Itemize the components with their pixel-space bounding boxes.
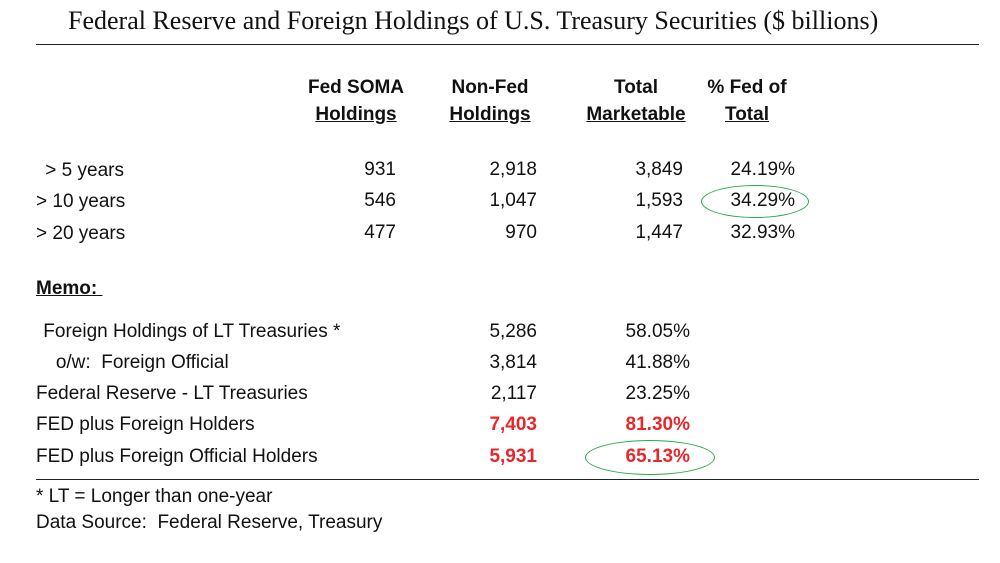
row-fed-value: 546 [364,190,396,211]
row-total-value: 3,849 [635,159,683,180]
row-label: > 5 years [40,160,124,181]
row-fed-value: 477 [364,222,396,243]
header-total-line1: Total [614,77,658,98]
header-pct-fed-line1: % Fed of [707,77,787,98]
memo-row-pct: 58.05% [625,321,690,342]
row-fed-value: 931 [364,159,396,180]
memo-row-label: o/w: Foreign Official [40,352,229,373]
header-fed-soma-line2: Holdings [315,104,397,125]
memo-row-label: FED plus Foreign Holders [36,414,255,435]
header-non-fed: Non-Fed Holdings [434,74,546,128]
memo-row-label: Foreign Holdings of LT Treasuries * [38,321,341,342]
memo-row-value: 7,403 [489,414,537,435]
title-rule [36,44,979,45]
row-total-value: 1,447 [635,222,683,243]
memo-row-pct: 23.25% [625,383,690,404]
memo-row-pct: 41.88% [625,352,690,373]
memo-row-value: 5,286 [489,321,537,342]
header-fed-soma: Fed SOMA Holdings [298,74,414,128]
memo-row-label: FED plus Foreign Official Holders [36,446,318,467]
memo-row-value: 5,931 [489,446,537,467]
memo-heading: Memo: [36,278,103,299]
header-non-fed-line2: Holdings [449,104,531,125]
memo-row-value: 3,814 [489,352,537,373]
memo-row-value: 2,117 [490,383,537,404]
row-total-value: 1,593 [635,190,683,211]
row-nonfed-value: 2,918 [489,159,537,180]
row-nonfed-value: 970 [505,222,537,243]
page-title: Federal Reserve and Foreign Holdings of … [68,6,879,35]
header-pct-fed: % Fed of Total [698,74,796,128]
footnote: * LT = Longer than one-year [36,486,273,507]
memo-row-pct: 81.30% [625,414,690,435]
header-fed-soma-line1: Fed SOMA [307,77,405,98]
memo-row-label: Federal Reserve - LT Treasuries [36,383,308,404]
footer-rule [36,479,979,480]
row-pct-value: 32.93% [730,222,795,243]
row-label: > 10 years [36,191,126,212]
header-total-marketable: Total Marketable [574,74,698,128]
header-total-line2: Marketable [586,104,686,125]
data-source: Data Source: Federal Reserve, Treasury [36,512,383,533]
header-pct-fed-line2: Total [725,104,769,125]
row-label: > 20 years [36,223,126,244]
highlight-circle [585,440,715,475]
row-pct-value: 24.19% [730,159,795,180]
row-nonfed-value: 1,047 [489,190,537,211]
highlight-circle [701,185,809,218]
header-non-fed-line1: Non-Fed [451,77,529,98]
